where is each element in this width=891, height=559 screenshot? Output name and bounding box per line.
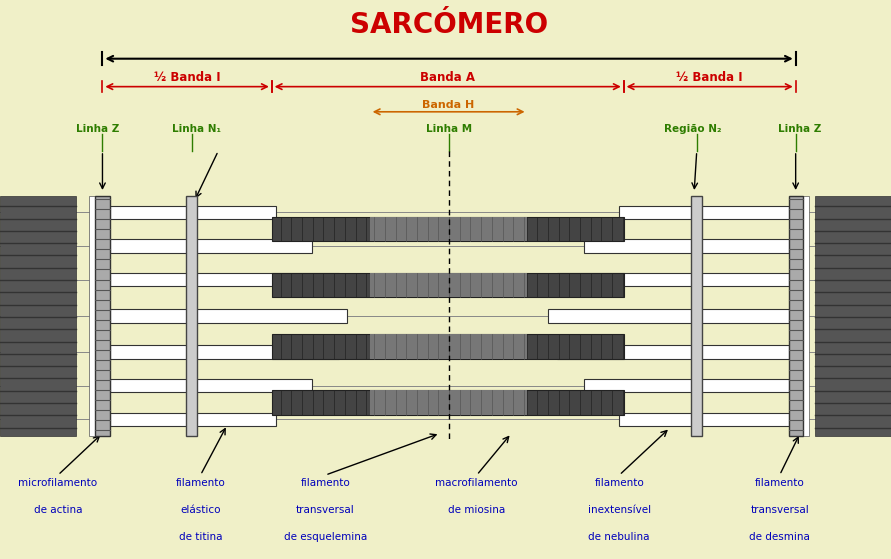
Bar — [370, 390, 527, 415]
Bar — [272, 390, 624, 415]
Text: filamento: filamento — [176, 478, 225, 488]
Bar — [548, 309, 789, 323]
Bar — [370, 273, 527, 297]
Bar — [110, 206, 276, 219]
Text: Linha N₁: Linha N₁ — [172, 124, 220, 134]
Text: de titina: de titina — [179, 532, 222, 542]
Text: de nebulina: de nebulina — [588, 532, 650, 542]
Text: SARCÓMERO: SARCÓMERO — [350, 11, 548, 39]
Text: transversal: transversal — [750, 505, 809, 515]
Bar — [370, 334, 527, 359]
Bar — [272, 334, 624, 359]
Bar — [691, 196, 702, 436]
Bar — [110, 345, 339, 359]
Bar — [584, 379, 789, 392]
Text: microfilamento: microfilamento — [19, 478, 97, 488]
Bar — [803, 196, 809, 436]
Bar — [89, 196, 95, 436]
Text: de esquelemina: de esquelemina — [283, 532, 367, 542]
Bar — [110, 309, 347, 323]
Text: ½ Banda I: ½ Banda I — [154, 71, 220, 84]
Text: de miosina: de miosina — [448, 505, 505, 515]
Text: filamento: filamento — [755, 478, 805, 488]
Text: inextensível: inextensível — [588, 505, 650, 515]
Bar — [186, 196, 197, 436]
Text: Linha M: Linha M — [426, 124, 472, 134]
Bar — [370, 217, 527, 241]
Text: filamento: filamento — [594, 478, 644, 488]
Text: transversal: transversal — [296, 505, 355, 515]
Bar — [110, 239, 312, 253]
Text: de actina: de actina — [34, 505, 82, 515]
Bar — [95, 196, 110, 436]
Bar — [815, 196, 891, 436]
Bar — [272, 217, 624, 241]
Text: Linha Z: Linha Z — [779, 124, 822, 134]
Bar — [557, 345, 789, 359]
Text: elástico: elástico — [180, 505, 221, 515]
Bar — [619, 413, 789, 426]
Text: filamento: filamento — [300, 478, 350, 488]
Text: de desmina: de desmina — [749, 532, 810, 542]
Text: Banda A: Banda A — [421, 71, 475, 84]
Text: Região N₂: Região N₂ — [664, 124, 721, 134]
Text: ½ Banda I: ½ Banda I — [676, 71, 743, 84]
Bar — [584, 239, 789, 253]
Bar — [110, 379, 312, 392]
Bar — [619, 206, 789, 219]
Bar — [272, 273, 624, 297]
Bar — [557, 273, 789, 286]
Bar — [110, 413, 276, 426]
Bar — [110, 273, 339, 286]
Text: Banda H: Banda H — [422, 100, 475, 110]
Text: Linha Z: Linha Z — [77, 124, 119, 134]
Text: macrofilamento: macrofilamento — [436, 478, 518, 488]
Bar — [0, 196, 76, 436]
Bar — [789, 196, 803, 436]
